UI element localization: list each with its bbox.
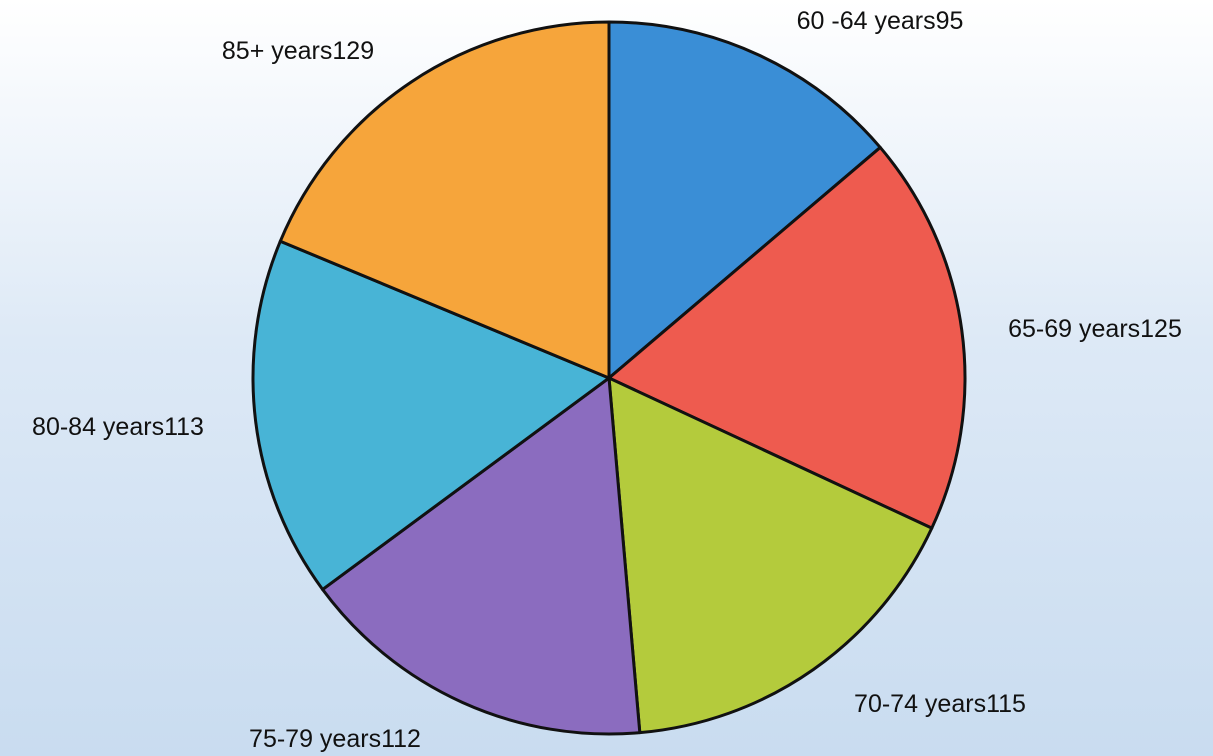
pie-slice: [607, 376, 934, 735]
slice-value: 125: [1140, 315, 1182, 343]
slice-category: 65-69 years: [1008, 315, 1140, 343]
slice-value: 112: [381, 725, 421, 753]
pie-slice: [607, 20, 882, 380]
slice-label: 60 -64 years95: [797, 7, 964, 35]
slice-label: 65-69 years125: [1008, 315, 1182, 343]
slice-category: 70-74 years: [854, 690, 986, 718]
pie-slice: [251, 239, 611, 591]
slice-label: 85+ years129: [222, 37, 374, 65]
slice-label: 80-84 years113: [32, 413, 204, 441]
pie-slice: [278, 20, 611, 380]
slice-category: 80-84 years: [32, 413, 164, 441]
slice-category: 75-79 years: [249, 725, 381, 753]
slice-label: 75-79 years112: [249, 725, 421, 753]
slice-value: 129: [332, 37, 374, 65]
slice-value: 95: [936, 7, 964, 35]
slice-value: 113: [164, 413, 204, 441]
slice-category: 85+ years: [222, 37, 333, 65]
slice-value: 115: [986, 690, 1026, 718]
pie-slice: [607, 145, 967, 530]
slice-category: 60 -64 years: [797, 7, 936, 35]
pie-slice: [321, 376, 642, 736]
slice-label: 70-74 years115: [854, 690, 1026, 718]
